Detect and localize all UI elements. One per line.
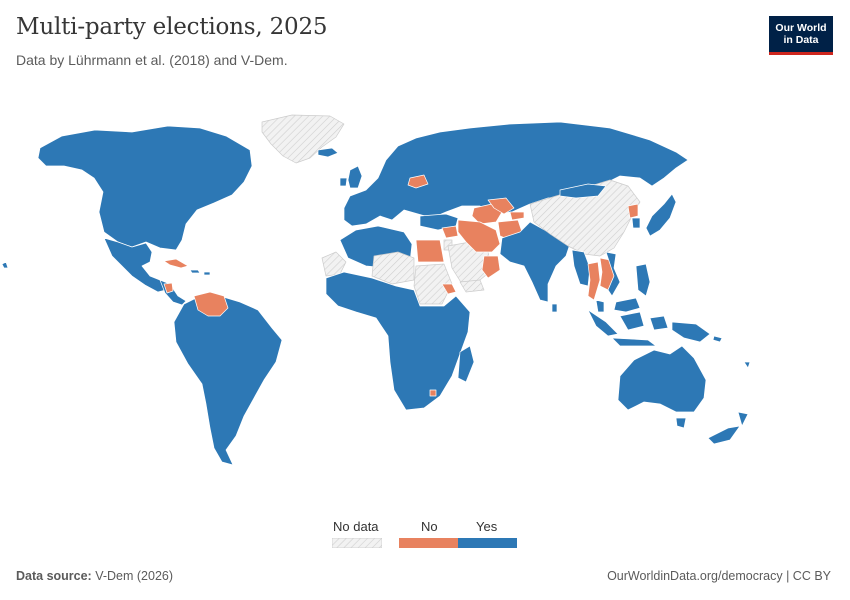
chart-subtitle: Data by Lührmann et al. (2018) and V-Dem… <box>16 52 288 68</box>
legend-swatch-no-data[interactable] <box>332 538 382 548</box>
legend-label-no: No <box>421 519 438 534</box>
country-philippines[interactable] <box>635 263 651 297</box>
source-url-link[interactable]: OurWorldinData.org/democracy <box>607 569 783 583</box>
country-uzbekistan[interactable] <box>487 197 515 215</box>
country-nicaragua[interactable] <box>163 282 174 294</box>
legend-swatch-no[interactable] <box>399 538 458 548</box>
country-south-america[interactable] <box>173 295 283 466</box>
legend-swatch-yes[interactable] <box>458 538 517 548</box>
country-hawaii[interactable] <box>1 261 9 269</box>
country-europe-russia[interactable] <box>343 121 689 227</box>
country-syria[interactable] <box>441 225 459 239</box>
country-mexico[interactable] <box>103 237 167 293</box>
country-fiji[interactable] <box>743 361 751 369</box>
country-sri-lanka[interactable] <box>551 303 558 313</box>
country-ireland[interactable] <box>339 177 348 187</box>
country-cuba[interactable] <box>163 258 189 269</box>
data-source-label: Data source: <box>16 569 92 583</box>
license-link[interactable]: CC BY <box>792 569 831 583</box>
country-indonesia[interactable] <box>587 309 669 347</box>
country-south-asia[interactable] <box>499 221 571 303</box>
country-new-zealand[interactable] <box>707 411 749 445</box>
country-uk[interactable] <box>347 165 363 189</box>
legend-label-no-data: No data <box>333 519 379 534</box>
world-map <box>1 114 751 466</box>
country-eswatini[interactable] <box>429 389 437 397</box>
country-western-sahara[interactable] <box>321 251 347 277</box>
country-oman[interactable] <box>481 255 501 279</box>
chart-title: Multi-party elections, 2025 <box>16 14 328 40</box>
country-iran[interactable] <box>457 219 501 253</box>
footer-separator: | <box>782 569 793 583</box>
footer-links: OurWorldinData.org/democracy | CC BY <box>607 569 831 583</box>
country-canada-usa[interactable] <box>37 125 253 251</box>
country-libya[interactable] <box>371 251 415 285</box>
logo-line-2: in Data <box>783 34 819 46</box>
country-tajikistan[interactable] <box>509 211 525 221</box>
country-sub-saharan-africa[interactable] <box>325 271 471 411</box>
data-source: Data source: V-Dem (2026) <box>16 569 173 583</box>
country-sudan[interactable] <box>413 263 453 305</box>
country-north-korea[interactable] <box>627 203 639 219</box>
logo-line-1: Our World <box>775 22 827 34</box>
country-mongolia[interactable] <box>559 183 607 199</box>
data-source-value: V-Dem (2026) <box>95 569 174 583</box>
country-venezuela[interactable] <box>193 291 229 317</box>
country-thailand[interactable] <box>587 261 601 301</box>
country-madagascar[interactable] <box>457 345 475 383</box>
country-vietnam[interactable] <box>605 251 621 297</box>
country-malaysia[interactable] <box>595 297 641 313</box>
country-egypt[interactable] <box>415 239 445 263</box>
country-tasmania[interactable] <box>675 417 687 429</box>
country-japan[interactable] <box>645 193 677 237</box>
country-caribbean[interactable] <box>189 269 211 276</box>
country-papua-new-guinea[interactable] <box>671 321 711 343</box>
country-belarus[interactable] <box>407 174 429 189</box>
country-myanmar[interactable] <box>571 249 591 287</box>
country-greenland[interactable] <box>261 114 345 164</box>
country-eritrea[interactable] <box>441 283 457 295</box>
country-iceland[interactable] <box>317 147 339 158</box>
country-solomon-islands[interactable] <box>712 335 723 343</box>
country-yemen[interactable] <box>459 279 485 293</box>
owid-logo[interactable]: Our World in Data <box>769 16 833 55</box>
country-australia[interactable] <box>617 345 707 413</box>
country-south-korea[interactable] <box>631 217 641 229</box>
legend-label-yes: Yes <box>476 519 498 534</box>
